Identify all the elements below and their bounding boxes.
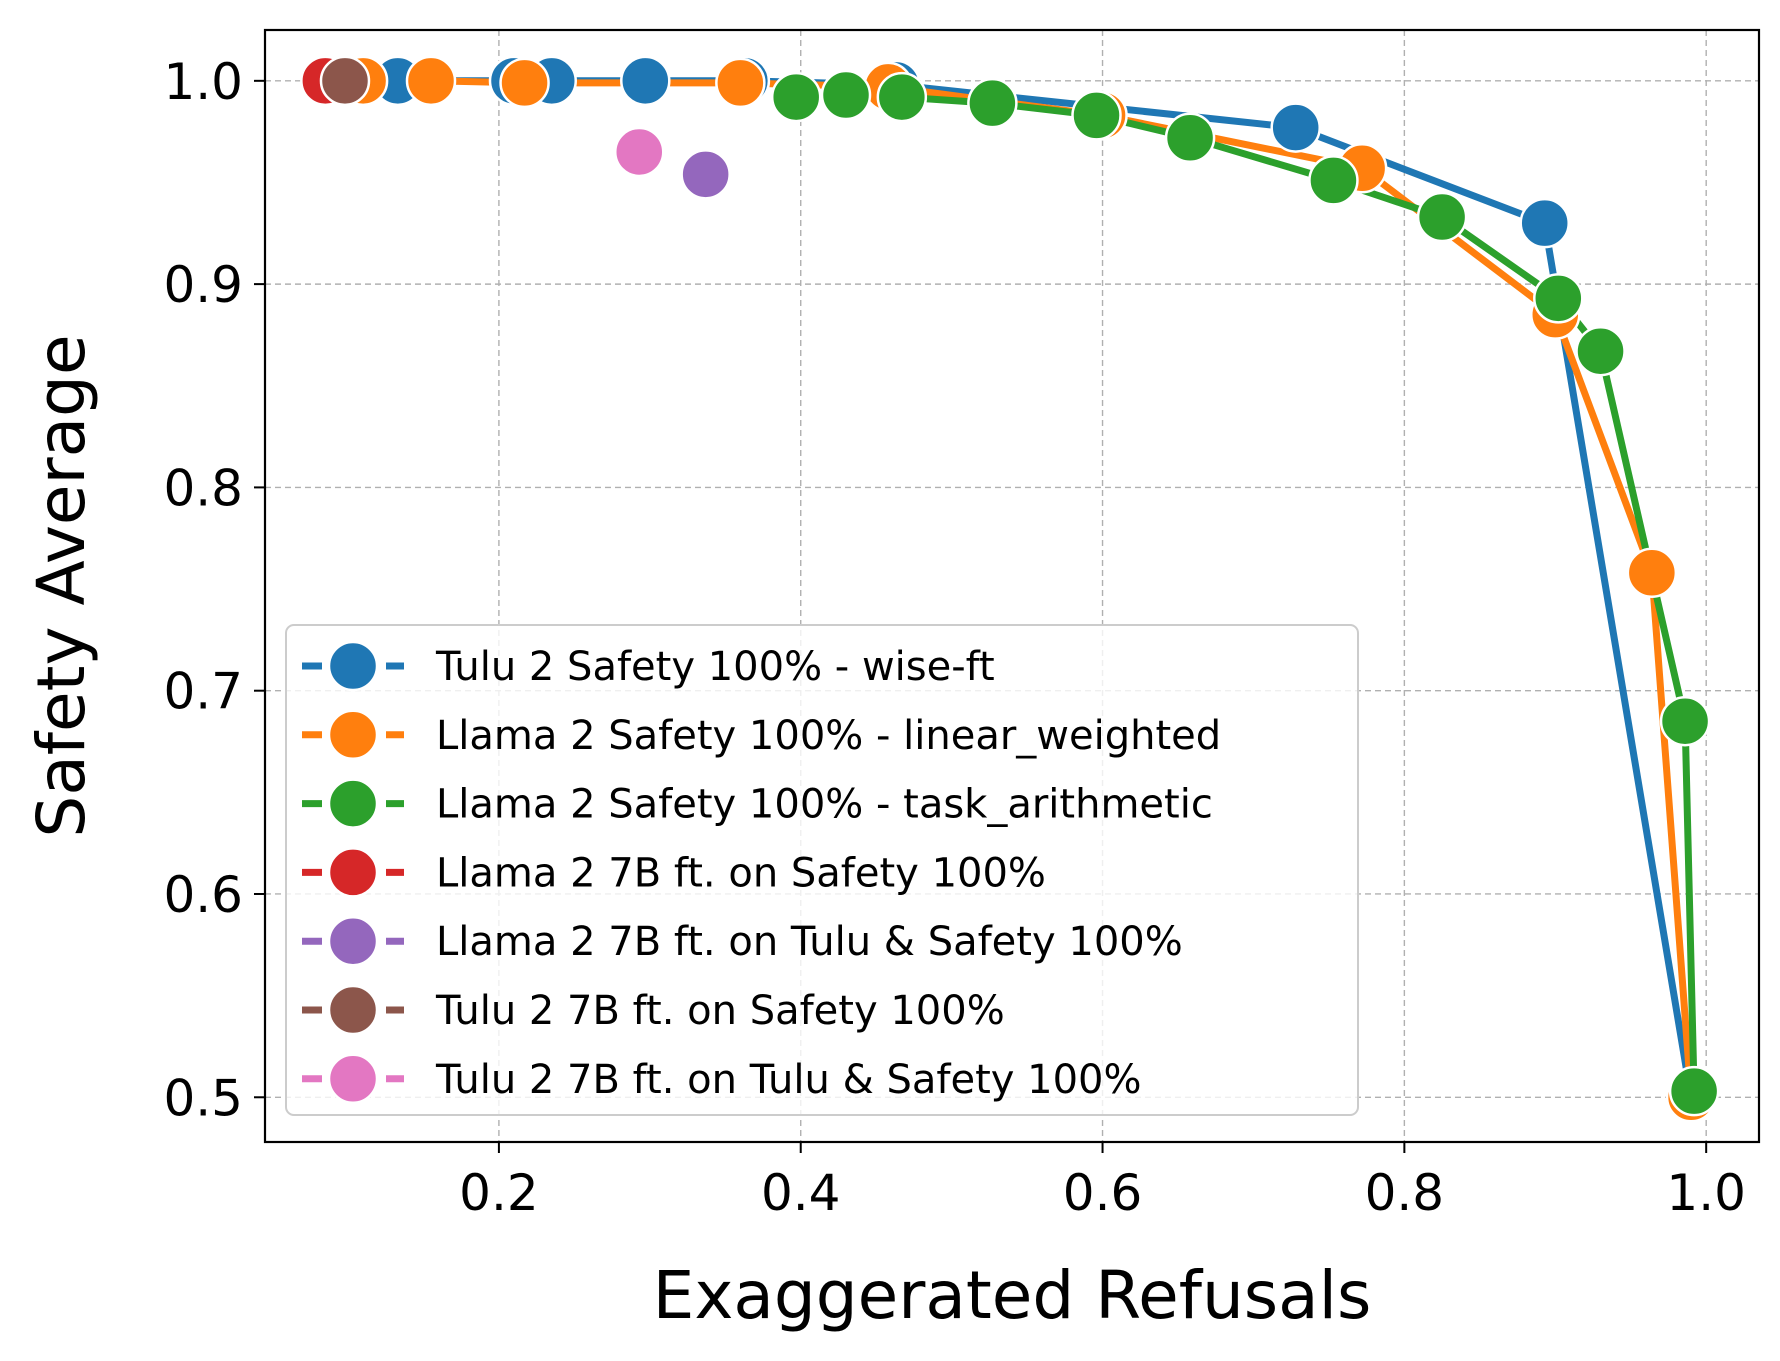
x-tick-label: 0.6: [1063, 1164, 1143, 1222]
y-tick-label: 0.8: [163, 459, 243, 517]
data-point: [876, 71, 928, 123]
data-point: [967, 77, 1018, 129]
legend-swatch-marker: [327, 984, 379, 1036]
data-point: [820, 69, 872, 121]
y-tick-label: 0.9: [163, 256, 243, 314]
legend: Tulu 2 Safety 100% - wise-ft Llama 2 Safe…: [285, 624, 1359, 1116]
data-point: [1533, 273, 1584, 324]
y-tick-label: 0.5: [163, 1069, 243, 1127]
x-tick-label: 0.8: [1365, 1164, 1445, 1222]
data-point: [1659, 695, 1711, 747]
x-tick-label: 1.0: [1666, 1164, 1746, 1222]
legend-swatch-marker: [327, 915, 379, 967]
data-point: [1308, 155, 1359, 206]
legend-entry-label: Tulu 2 7B ft. on Safety 100%: [435, 988, 1005, 1034]
data-point: [620, 55, 671, 107]
data-point: [770, 71, 822, 123]
legend-entry-label: Llama 2 Safety 100% - linear_weighted: [436, 713, 1221, 759]
data-point: [1575, 325, 1626, 377]
data-point: [1416, 191, 1468, 243]
data-point: [1519, 197, 1570, 249]
legend-swatch-marker: [327, 1053, 379, 1105]
plot-frame: [263, 28, 1761, 1144]
data-point: [1270, 102, 1321, 153]
legend-swatch-marker: [327, 847, 379, 898]
series-layer: [300, 55, 1720, 1123]
data-point: [499, 57, 550, 109]
y-tick-label: 0.6: [163, 866, 243, 924]
legend-entry-label: Llama 2 Safety 100% - task_arithmetic: [436, 782, 1213, 828]
data-point: [1164, 112, 1216, 163]
y-axis-label: Safety Average: [23, 334, 100, 837]
y-tick-label: 1.0: [163, 53, 243, 111]
data-point: [405, 55, 457, 107]
x-tick-label: 0.2: [459, 1164, 539, 1222]
legend-box: [285, 624, 1359, 1116]
legend-swatch-marker: [327, 709, 379, 761]
legend-swatch-marker: [327, 640, 379, 692]
y-tick-label: 0.7: [163, 663, 243, 721]
data-point: [1071, 90, 1122, 141]
data-point: [715, 57, 766, 109]
x-axis-label: Exaggerated Refusals: [653, 1257, 1372, 1334]
legend-entry-label: Llama 2 7B ft. on Safety 100%: [436, 850, 1046, 896]
x-axis: 0.2 0.4 0.6 0.8 1.0: [459, 1142, 1746, 1222]
x-tick-label: 0.4: [761, 1164, 841, 1222]
legend-entry-label: Llama 2 7B ft. on Tulu & Safety 100%: [436, 919, 1183, 965]
data-point: [680, 149, 731, 200]
y-axis: 0.5 0.6 0.7 0.8 0.9 1.0: [163, 53, 265, 1127]
legend-entry-label: Tulu 2 Safety 100% - wise-ft: [435, 644, 995, 690]
data-point: [319, 55, 371, 107]
data-point: [614, 126, 665, 178]
data-point: [1626, 547, 1678, 599]
legend-swatch-marker: [327, 778, 379, 829]
data-point: [1668, 1065, 1720, 1117]
legend-entry-label: Tulu 2 7B ft. on Tulu & Safety 100%: [435, 1057, 1142, 1103]
